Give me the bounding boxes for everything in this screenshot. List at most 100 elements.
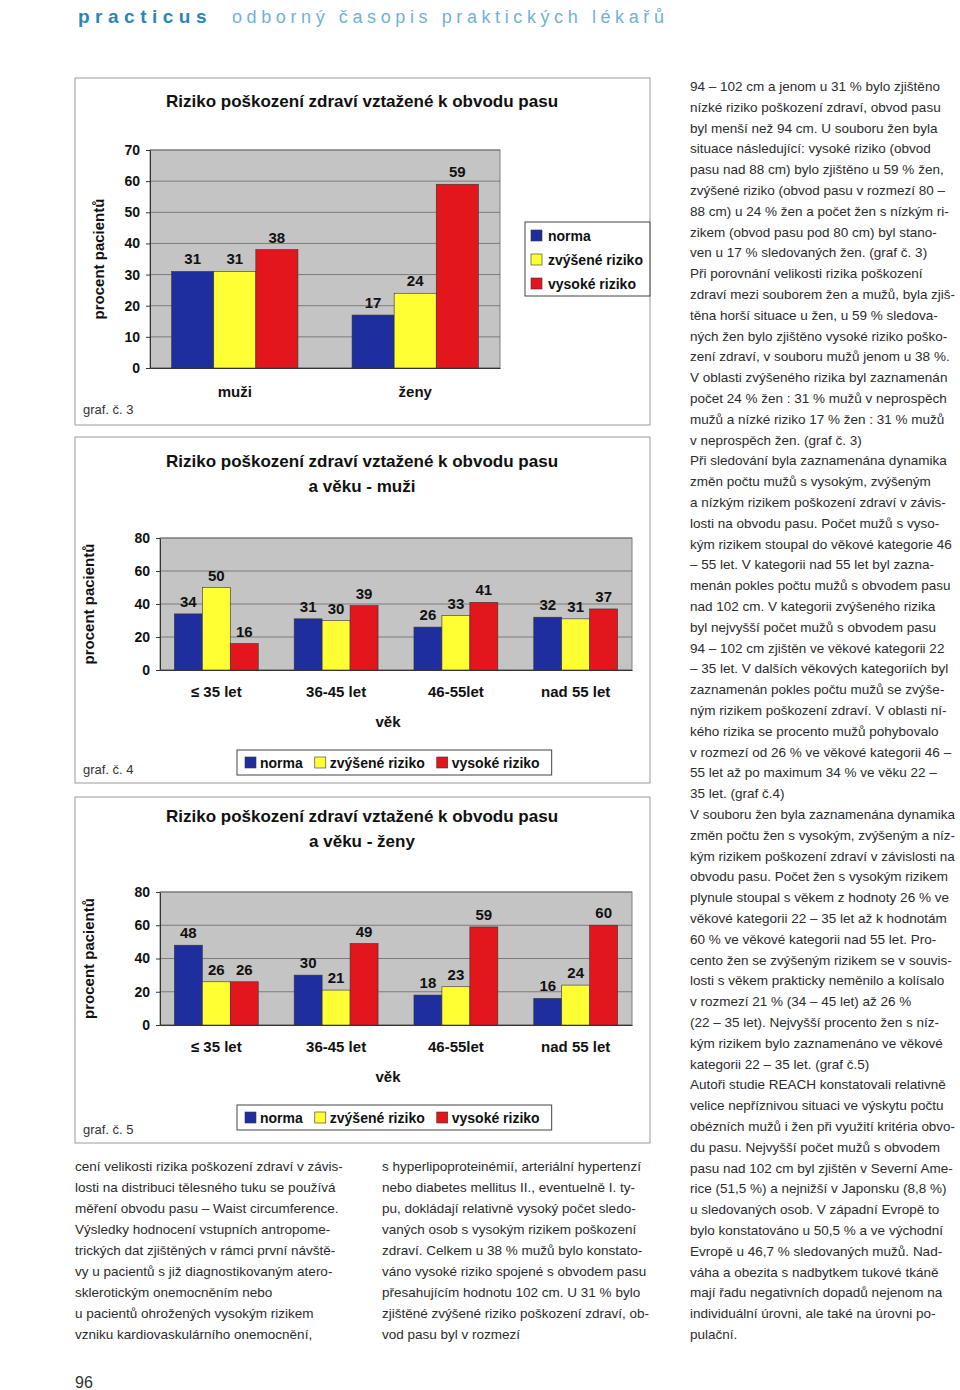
x-tick: nad 55 let [541, 670, 610, 700]
data-label: 30 [328, 600, 345, 617]
legend-swatch [245, 757, 256, 768]
y-axis-line [150, 151, 151, 369]
data-label: 21 [328, 969, 345, 986]
bar [230, 644, 258, 670]
data-label: 16 [539, 977, 556, 994]
text-line: sklerotickým onemocněním nebo [75, 1285, 272, 1300]
bars [174, 925, 617, 1025]
plot-area [150, 150, 500, 368]
data-label: 34 [180, 593, 197, 610]
text-line: nad 102 cm. V kategorii zvýšeného rizika [690, 599, 936, 614]
grid [160, 892, 632, 1025]
data-label: 48 [180, 924, 197, 941]
x-tick-label: 36-45 let [306, 683, 366, 700]
bar [202, 588, 230, 671]
text-line: situace následující: vysoké riziko (obvo… [690, 141, 931, 156]
text-line: – 35 let. V dalších věkových kategoriích… [690, 661, 948, 676]
y-tick-label: 40 [124, 235, 140, 251]
x-tick-label: nad 55 let [541, 1038, 610, 1055]
text-line: ných žen bylo zjištěno vysoké riziko poš… [690, 329, 947, 344]
text-line: 94 – 102 cm a jenom u 31 % bylo zjištěno [690, 79, 940, 94]
text-line: Výsledky hodnocení vstupních antropome- [75, 1222, 330, 1237]
text-line: zdraví mezi souborem žen a mužů, byla zj… [690, 287, 955, 302]
bar [590, 609, 618, 670]
y-tick: 50 [124, 204, 150, 220]
data-label: 39 [356, 585, 373, 602]
text-line: bylo konstatováno u 50,5 % a ve východní [690, 1223, 943, 1238]
y-tick-mark [146, 181, 150, 182]
y-tick-label: 70 [124, 142, 140, 158]
x-tick-label: ženy [399, 383, 433, 400]
y-tick: 20 [134, 629, 160, 645]
text-line: zdraví. Celkem u 38 % mužů bylo konstato… [382, 1243, 642, 1258]
text-line: těna horší situace u žen, u 59 % sledova… [690, 308, 938, 323]
data-label: 26 [236, 961, 253, 978]
text-line: plynule stoupal s věkem z hodnoty 26 % v… [690, 890, 949, 905]
y-tick-label: 40 [134, 950, 150, 966]
grid-line [160, 604, 632, 605]
text-line: zvýšené riziko (obvod pasu v rozmezí 80 … [690, 183, 946, 198]
chart-frame [75, 437, 650, 783]
data-label: 30 [300, 954, 317, 971]
data-label: 38 [269, 229, 286, 246]
y-tick-mark [156, 959, 160, 960]
legend-swatch [315, 757, 326, 768]
bar [414, 995, 442, 1025]
data-label: 49 [356, 923, 373, 940]
text-line: kým rizikem poškození zdraví v závislost… [690, 849, 955, 864]
y-tick-label: 0 [142, 1017, 150, 1033]
x-tick: 46-55let [428, 670, 484, 700]
legend-label: zvýšené riziko [330, 1110, 425, 1126]
data-label: 60 [595, 904, 612, 921]
grid-line [160, 538, 632, 539]
y-tick-label: 60 [124, 173, 140, 189]
y-tick-label: 80 [134, 530, 150, 546]
bars [172, 184, 479, 368]
y-axis-title: procent pacientů [90, 199, 107, 320]
x-axis-title: věk [375, 1068, 401, 1085]
bar [442, 616, 470, 670]
text-line: změn počtu mužů s vysokým, zvýšeným [690, 474, 931, 489]
data-label: 23 [448, 966, 465, 983]
text-line: přesahujícím hodnotu 102 cm. U 31 % bylo [382, 1285, 640, 1300]
chart-title: Riziko poškození zdraví vztažené k obvod… [166, 92, 558, 111]
x-tick: ženy [399, 368, 433, 400]
y-tick-mark [156, 637, 160, 638]
x-tick: 46-55let [428, 1025, 484, 1055]
header-brand: practicus [78, 6, 212, 27]
text-line: V oblasti zvýšeného rizika byl zaznamená… [690, 370, 947, 385]
y-tick-mark [146, 212, 150, 213]
chart-title: a věku - muži [309, 477, 416, 496]
bar [414, 627, 442, 670]
y-tick-mark [146, 150, 150, 151]
text-line: zjištěné zvýšené riziko poškození zdraví… [382, 1306, 649, 1321]
legend-swatch [437, 1112, 448, 1123]
y-tick: 60 [124, 173, 150, 189]
y-tick-label: 0 [142, 662, 150, 678]
data-labels: 343126325030333116394137 [180, 567, 612, 640]
bar [436, 184, 478, 368]
y-tick-mark [156, 538, 160, 539]
grid-line [160, 571, 632, 572]
text-line: Při sledování byla zaznamenána dynamika [690, 453, 947, 468]
text-line: u sledovaných osob. V západní Evropě to [690, 1202, 939, 1217]
bar [350, 944, 378, 1025]
bar [202, 982, 230, 1025]
legend-box [237, 1105, 552, 1130]
text-line: V souboru žen byla zaznamenána dynamika [690, 807, 955, 822]
page-number: 96 [75, 1374, 93, 1390]
legend-box [237, 750, 552, 775]
chart-title: Riziko poškození zdraví vztažené k obvod… [166, 807, 558, 826]
bar [590, 925, 618, 1025]
y-tick-label: 30 [124, 267, 140, 283]
y-tick: 40 [124, 235, 150, 251]
y-tick: 60 [134, 563, 160, 579]
y-tick-mark [156, 604, 160, 605]
figure-caption: graf. č. 5 [83, 1122, 134, 1137]
text-line: pasu nad 88 cm) bylo zjištěno u 59 % žen… [690, 162, 944, 177]
data-label: 18 [420, 974, 437, 991]
bar [470, 602, 498, 670]
text-line: ven u 17 % sledovaných žen. (graf č. 3) [690, 245, 927, 260]
text-line: velice nepříznivou situaci ve výskytu po… [690, 1098, 944, 1113]
y-tick: 40 [134, 950, 160, 966]
